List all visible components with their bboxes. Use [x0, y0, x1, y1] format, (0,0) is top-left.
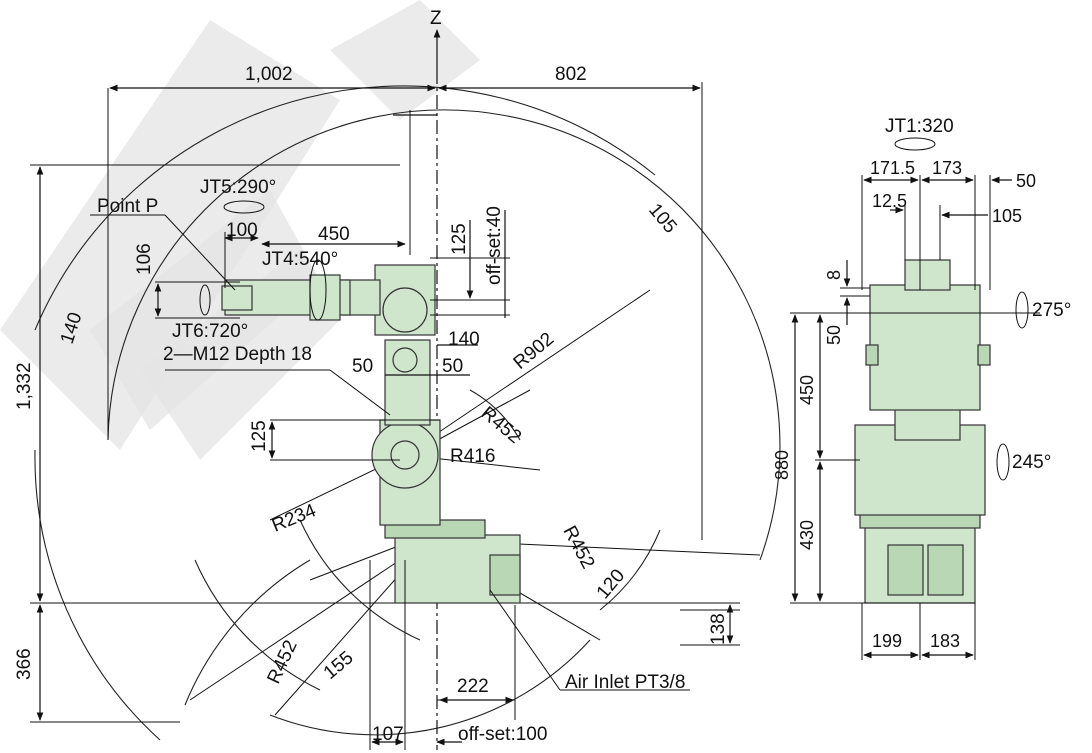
front-view-dimension-lines — [790, 175, 1040, 660]
jt6-label: JT6:720° — [172, 321, 248, 342]
z-axis: Z — [430, 8, 442, 750]
watermark — [0, 0, 480, 460]
dim-50-left: 50 — [352, 356, 373, 377]
dim-8: 8 — [824, 270, 844, 280]
dim-183: 183 — [930, 631, 960, 651]
robot-front-view — [854, 259, 991, 604]
working-range-arcs — [34, 85, 781, 741]
radius-r902: R902 — [510, 329, 558, 374]
dim-50-right: 50 — [442, 356, 463, 377]
dim-107: 107 — [372, 724, 404, 745]
point-p-label: Point P — [97, 196, 158, 217]
rotation-275: 275° — [1032, 300, 1071, 321]
air-inlet-note: Air Inlet PT3/8 — [565, 672, 685, 693]
arc-120-label: 120 — [593, 565, 629, 603]
arc-105-label: 105 — [644, 200, 680, 238]
arc-155-label: 155 — [320, 647, 358, 683]
dim-171-5: 171.5 — [870, 158, 915, 178]
dim-12-5: 12.5 — [872, 191, 907, 211]
z-axis-label: Z — [430, 8, 442, 29]
dim-173: 173 — [932, 158, 962, 178]
left-dimensions: 1,332 366 — [14, 164, 740, 723]
dim-50-vertical: 50 — [824, 325, 844, 345]
jt1-label: JT1:320 — [885, 116, 954, 137]
top-dimensions: 1,002 802 — [107, 64, 703, 540]
dim-450-front: 450 — [797, 375, 817, 405]
dim-106: 106 — [134, 243, 155, 275]
dim-880: 880 — [772, 450, 792, 480]
offset-40-label: off-set:40 — [484, 206, 505, 285]
dim-140-mid: 140 — [448, 329, 480, 350]
dim-199: 199 — [872, 631, 902, 651]
dim-1002: 1,002 — [245, 64, 293, 85]
radius-r416: R416 — [450, 446, 495, 467]
dim-802: 802 — [555, 64, 587, 85]
dim-105-front: 105 — [992, 206, 1022, 226]
jt5-label: JT5:290° — [200, 177, 276, 198]
rotation-245: 245° — [1012, 452, 1051, 473]
offset-100-label: off-set:100 — [458, 724, 547, 745]
robot-side-view — [199, 264, 521, 604]
dim-138: 138 — [708, 613, 729, 645]
radius-r234: R234 — [269, 500, 319, 537]
dim-1332: 1,332 — [14, 362, 35, 410]
dim-450-arm: 450 — [318, 224, 350, 245]
dim-50-front: 50 — [1016, 171, 1036, 191]
front-view-labels: JT1:320 171.5 173 50 12.5 105 8 50 450 8… — [772, 116, 1071, 651]
dim-100: 100 — [226, 220, 258, 241]
side-view-dimension-lines — [90, 210, 740, 750]
m12-note: 2—M12 Depth 18 — [163, 344, 312, 365]
dim-125-top: 125 — [449, 223, 470, 255]
radius-r452-bottom: R452 — [263, 637, 301, 687]
dim-366: 366 — [14, 648, 35, 680]
dim-222: 222 — [457, 676, 489, 697]
dim-125-mid: 125 — [249, 420, 270, 452]
dim-430: 430 — [797, 520, 817, 550]
radius-r452-top: R452 — [477, 403, 525, 448]
rotation-arrows — [223, 137, 1029, 481]
jt4-label: JT4:540° — [262, 249, 338, 270]
